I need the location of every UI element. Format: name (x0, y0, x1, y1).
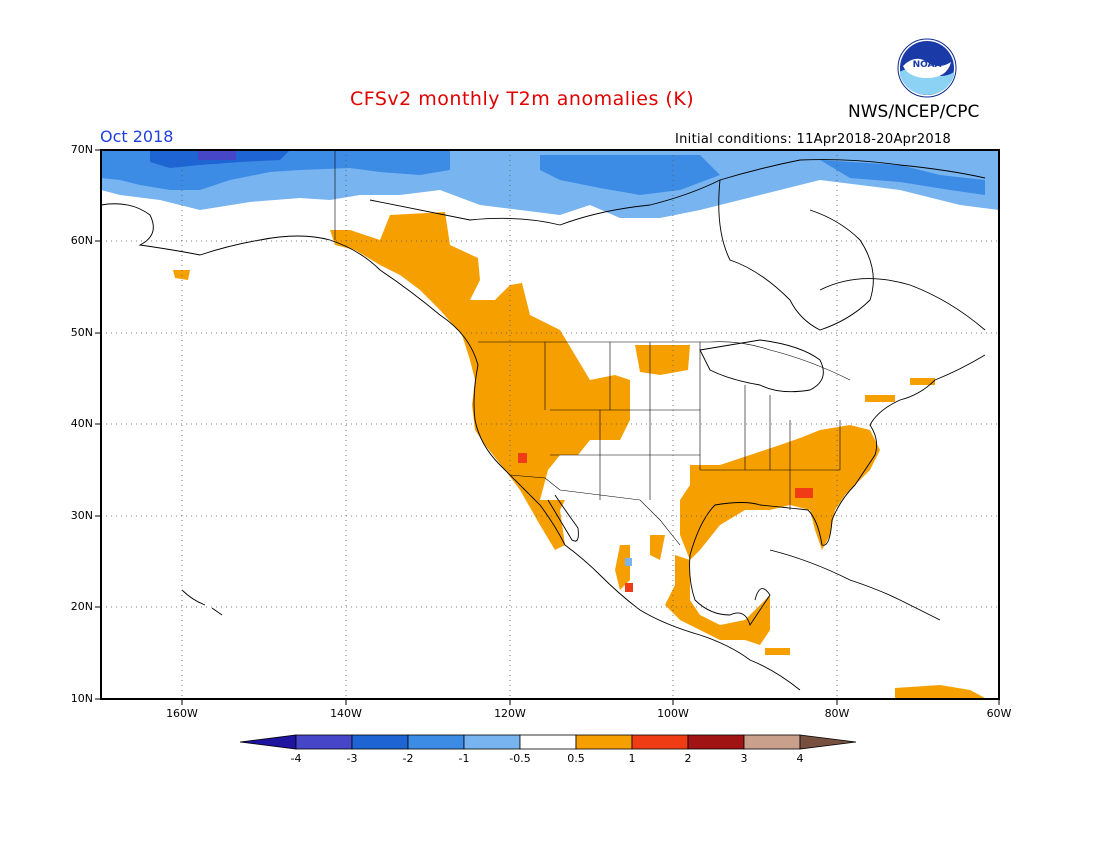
colorbar-label: -0.5 (509, 752, 531, 765)
colorbar-label: -1 (458, 752, 470, 765)
warm-anomaly-northern-plains (635, 345, 690, 375)
colorbar-label: 2 (684, 752, 692, 765)
strong-warm-georgia (795, 488, 813, 498)
warm-anomaly-southeast (680, 425, 880, 560)
warm-anomaly-northeast (865, 378, 935, 402)
political-borders (334, 150, 851, 546)
colorbar-segment (407, 734, 465, 750)
warm-anomaly-west (330, 212, 630, 550)
colorbar-label: 3 (740, 752, 748, 765)
colorbar (239, 734, 857, 750)
colorbar-label: 0.5 (567, 752, 585, 765)
weak-cold-mexico (625, 558, 632, 566)
warm-anomaly-alaska (173, 270, 190, 280)
organization-label: NWS/NCEP/CPC (848, 102, 980, 122)
colorbar-segment (575, 734, 633, 750)
chart-title: CFSv2 monthly T2m anomalies (K) (350, 88, 695, 110)
colorbar-segment (743, 734, 801, 750)
svg-text:NOAA: NOAA (913, 60, 942, 70)
colorbar-segment (799, 734, 857, 750)
cold-anomaly-medium (101, 150, 985, 195)
colorbar-segment (351, 734, 409, 750)
colorbar-segment (463, 734, 521, 750)
colorbar-label: 4 (796, 752, 804, 765)
lat-label: 10N (70, 692, 93, 705)
colorbar-label: -2 (402, 752, 414, 765)
colorbar-segment (687, 734, 745, 750)
axis-ticks (95, 149, 1000, 705)
strong-warm-mexico (625, 583, 633, 592)
strong-warm-nevada (518, 453, 527, 463)
noaa-logo-icon: NOAA (897, 38, 957, 98)
lon-label: 100W (657, 707, 689, 720)
cold-anomaly-strongest (198, 150, 236, 160)
lat-label: 40N (70, 417, 93, 430)
warm-anomaly-caribbean (895, 685, 985, 699)
anomaly-field (101, 150, 999, 699)
colorbar-label: -4 (290, 752, 302, 765)
lon-label: 60W (986, 707, 1012, 720)
lat-label: 20N (70, 600, 93, 613)
warm-anomaly-mexico-west (615, 535, 665, 590)
warm-anomaly-central-america (765, 648, 790, 655)
colorbar-segment (519, 734, 577, 750)
initial-conditions-label: Initial conditions: 11Apr2018-20Apr2018 (675, 132, 952, 147)
lon-label: 80W (824, 707, 850, 720)
lon-label: 140W (330, 707, 362, 720)
lon-label: 120W (494, 707, 526, 720)
month-label: Oct 2018 (100, 127, 174, 146)
coastlines (101, 159, 986, 691)
colorbar-segment (239, 734, 297, 750)
warm-anomaly-gulf-coast-mexico (665, 555, 770, 645)
lat-label: 30N (70, 509, 93, 522)
colorbar-label: -3 (346, 752, 358, 765)
colorbar-segment (295, 734, 353, 750)
lat-label: 60N (70, 234, 93, 247)
colorbar-label: 1 (628, 752, 636, 765)
colorbar-segment (631, 734, 689, 750)
lat-label: 50N (70, 326, 93, 339)
lat-label: 70N (70, 143, 93, 156)
lon-label: 160W (166, 707, 198, 720)
